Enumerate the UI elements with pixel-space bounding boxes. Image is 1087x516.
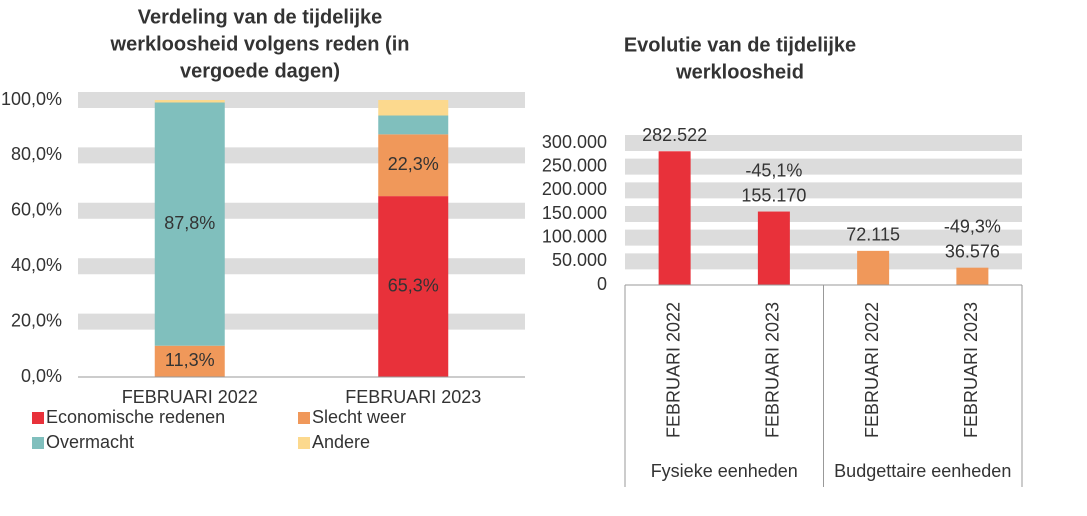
value-label: 22,3% — [388, 154, 439, 174]
bar — [857, 250, 890, 285]
x-tick-label: FEBRUARI 2023 — [961, 302, 981, 438]
y-tick-label: 50.000 — [552, 250, 607, 270]
legend-label: Economische redenen — [46, 407, 225, 427]
chart-title: werkloosheid — [675, 61, 804, 83]
bar-segment — [154, 102, 225, 346]
value-label: 155.170 — [741, 185, 806, 205]
group-label: Fysieke eenheden — [651, 461, 798, 481]
change-label: -45,1% — [745, 160, 802, 180]
x-tick-label: FEBRUARI 2023 — [763, 302, 783, 438]
x-tick-label: FEBRUARI 2022 — [122, 387, 258, 407]
y-tick-label: 100,0% — [1, 89, 62, 109]
bar — [956, 267, 989, 285]
bar-segment — [154, 100, 225, 103]
value-label: 72.115 — [846, 225, 900, 245]
y-tick-label: 20,0% — [11, 310, 62, 330]
legend-swatch — [298, 412, 310, 424]
bar — [757, 211, 790, 285]
change-label: -49,3% — [944, 216, 1001, 236]
chart-title: werkloosheid volgens reden (in — [110, 33, 410, 55]
bar — [658, 151, 691, 285]
y-tick-label: 200.000 — [542, 179, 607, 199]
value-label: 65,3% — [388, 275, 439, 295]
legend-label: Slecht weer — [312, 407, 406, 427]
y-tick-label: 0 — [597, 274, 607, 294]
legend-swatch — [298, 437, 310, 449]
y-tick-label: 40,0% — [11, 255, 62, 275]
y-tick-label: 60,0% — [11, 200, 62, 220]
chart-title: Evolutie van de tijdelijke — [624, 34, 856, 56]
chart-title: Verdeling van de tijdelijke — [138, 6, 383, 28]
bar-segment — [378, 196, 449, 377]
y-tick-label: 300.000 — [542, 132, 607, 152]
bar-segment — [378, 115, 449, 135]
legend-swatch — [32, 412, 44, 424]
bar-segment — [378, 100, 449, 116]
y-tick-label: 250.000 — [542, 155, 607, 175]
legend-label: Andere — [312, 432, 370, 452]
y-tick-label: 80,0% — [11, 144, 62, 164]
bar-segment — [378, 134, 449, 197]
chart-title: vergoede dagen) — [180, 60, 340, 82]
value-label: 36.576 — [945, 241, 1000, 261]
x-tick-label: FEBRUARI 2023 — [345, 387, 481, 407]
value-label: 87,8% — [164, 213, 215, 233]
legend-label: Overmacht — [46, 432, 134, 452]
y-tick-label: 100.000 — [542, 226, 607, 246]
group-label: Budgettaire eenheden — [834, 461, 1011, 481]
y-tick-label: 0,0% — [21, 366, 62, 386]
x-tick-label: FEBRUARI 2022 — [862, 302, 882, 438]
value-label: 11,3% — [165, 350, 215, 370]
legend-swatch — [32, 437, 44, 449]
y-tick-label: 150.000 — [542, 203, 607, 223]
x-tick-label: FEBRUARI 2022 — [663, 302, 683, 438]
value-label: 282.522 — [642, 125, 707, 145]
bar-segment — [154, 345, 225, 377]
